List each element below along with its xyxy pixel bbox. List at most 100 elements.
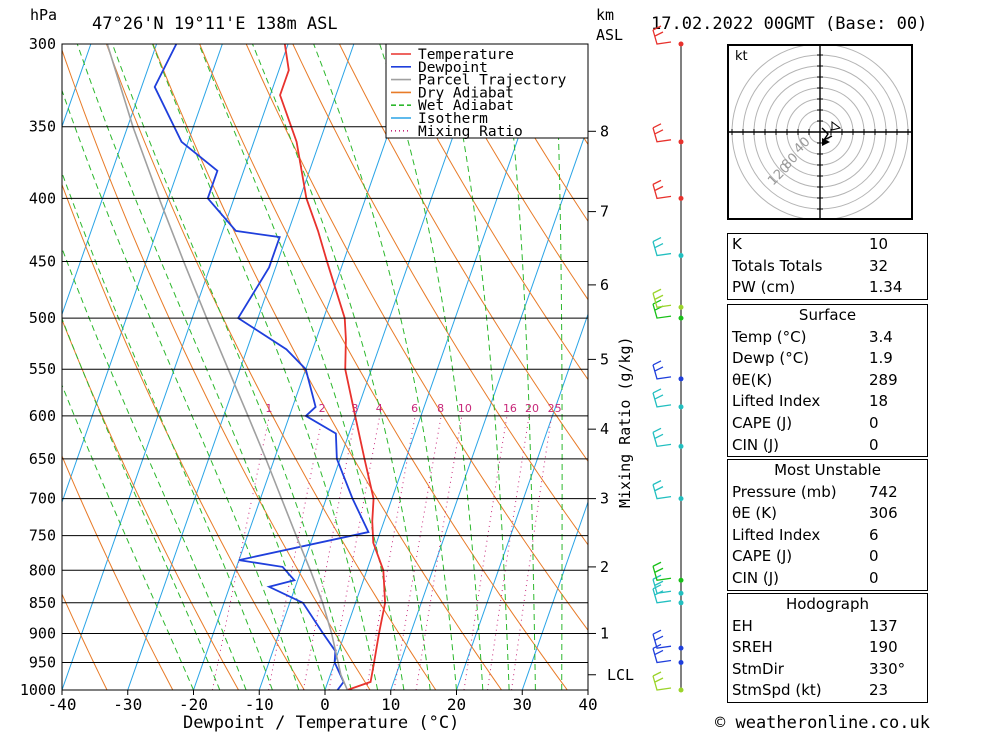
wind-barb-feather — [652, 299, 662, 305]
param-value: 0 — [869, 413, 879, 432]
param-value: 306 — [869, 504, 898, 523]
param-label: CIN (J) — [732, 568, 780, 587]
isotherm-line — [390, 124, 588, 690]
wind-barb-feather — [652, 480, 662, 486]
param-label: CIN (J) — [732, 435, 780, 454]
km-label: km — [596, 6, 614, 24]
wind-barb-shaft — [652, 241, 672, 257]
temperature-tick-label: 0 — [320, 695, 330, 714]
mixing-ratio-line — [366, 415, 416, 690]
axes: 1 2 3 4 6 8 10 16 20 2530035040045050055060065070… — [20, 35, 634, 714]
wind-level-marker — [678, 304, 684, 310]
pressure-unit-label: hPa — [30, 6, 57, 24]
dewpoint-profile — [153, 44, 370, 690]
wind-level-marker — [678, 41, 684, 47]
param-label: PW (cm) — [732, 278, 796, 297]
wind-barb-feather — [652, 236, 662, 243]
wind-barb-feather — [654, 185, 664, 191]
wind-barb — [652, 388, 672, 408]
temperature-tick-label: -20 — [179, 695, 208, 714]
param-label: K — [732, 235, 742, 253]
hodograph-panel: kt 40 80 120 — [727, 44, 913, 220]
wet-adiabat-line — [62, 317, 221, 690]
mixing-ratio-label: 20 — [525, 402, 539, 415]
hodograph-params-table: Hodograph EH 137 SREH 190 StmDir 330° StmSpd (k… — [727, 593, 928, 703]
wind-barb-feather — [654, 649, 664, 656]
legend-entry: Parcel Trajectory — [418, 73, 567, 89]
legend-entry: Mixing Ratio — [418, 124, 523, 140]
mixing-ratio-line — [393, 415, 442, 690]
wind-barb — [652, 25, 672, 45]
temperature-tick-label: 30 — [513, 695, 532, 714]
hodograph-trace — [821, 127, 833, 142]
mixing-ratio-line — [268, 415, 324, 690]
param-value: 0 — [869, 435, 879, 454]
isotherm-line — [62, 44, 289, 690]
isotherm-line — [324, 44, 552, 690]
wind-barb-feather — [654, 486, 664, 492]
wind-barb-shaft — [652, 484, 672, 500]
wet-adiabat-line — [503, 44, 536, 690]
wind-level-marker — [678, 590, 684, 596]
pressure-tick-label: 600 — [29, 407, 56, 425]
mixing-ratio-label: 8 — [437, 402, 444, 415]
mixing-ratio-line — [487, 415, 530, 690]
table-header: Hodograph — [785, 595, 870, 613]
wind-barb — [652, 574, 672, 594]
wind-level-marker — [678, 315, 684, 321]
param-value: 137 — [869, 616, 898, 635]
wind-barb-shaft — [652, 303, 672, 319]
wind-barb-shaft — [652, 633, 672, 649]
isotherm-line — [456, 312, 588, 690]
dry-adiabat-line — [338, 44, 588, 463]
temperature-tick-label: 40 — [578, 695, 597, 714]
wind-barb-feather — [654, 580, 664, 586]
wind-barb — [652, 123, 672, 143]
dry-adiabat-line — [385, 44, 588, 381]
mixing-ratio-line — [463, 415, 508, 690]
pressure-tick-label: 300 — [29, 35, 56, 53]
legend-box — [385, 43, 589, 139]
dry-adiabat-line — [105, 44, 437, 690]
mixing-ratio-label: 10 — [458, 402, 472, 415]
wind-barb — [652, 671, 672, 691]
wind-barb-shaft — [652, 184, 672, 200]
legend-entry: Dewpoint — [418, 60, 488, 76]
pressure-tick-label: 400 — [29, 189, 56, 207]
param-row: Temp (°C) 3.4 — [728, 327, 927, 349]
storm-motion-marker — [822, 138, 830, 146]
pressure-tick-label: 950 — [29, 653, 56, 671]
wind-barb-feather — [654, 394, 664, 400]
param-label: EH — [732, 616, 753, 635]
wind-barb-feather — [652, 671, 662, 677]
wind-barb-feather — [652, 25, 662, 31]
mixing-ratio-label: 3 — [352, 402, 359, 415]
wind-barb-feather — [654, 242, 664, 249]
indices-table: K 10 Totals Totals 32 PW (cm) 1.34 — [727, 233, 928, 300]
mixing-ratio-label: 25 — [548, 402, 562, 415]
hodograph-mean-wind-marker — [831, 121, 842, 131]
pressure-tick-label: 550 — [29, 360, 56, 378]
param-value: 0 — [869, 568, 879, 587]
wind-level-marker — [678, 496, 684, 502]
km-tick-label: 8 — [600, 122, 609, 140]
dry-adiabat-line — [62, 592, 108, 690]
param-row: θE (K) 306 — [728, 503, 927, 525]
mixing-ratio-label: 16 — [503, 402, 517, 415]
wind-barb — [652, 427, 672, 448]
param-label: Temp (°C) — [732, 327, 807, 346]
wind-barb-feather — [652, 574, 662, 580]
param-label: θE (K) — [732, 504, 777, 523]
param-value: 6 — [869, 525, 879, 544]
wet-adiabat-line — [554, 44, 563, 690]
wind-barbs — [652, 25, 684, 693]
mixing-ratio-line — [511, 415, 553, 690]
wind-barb-shaft — [652, 675, 672, 691]
param-row: CIN (J) 0 — [728, 568, 927, 590]
wind-barb — [652, 561, 672, 581]
param-row: StmDir 330° — [728, 659, 927, 681]
wind-barb-feather — [654, 129, 664, 135]
wind-level-marker — [678, 600, 684, 606]
